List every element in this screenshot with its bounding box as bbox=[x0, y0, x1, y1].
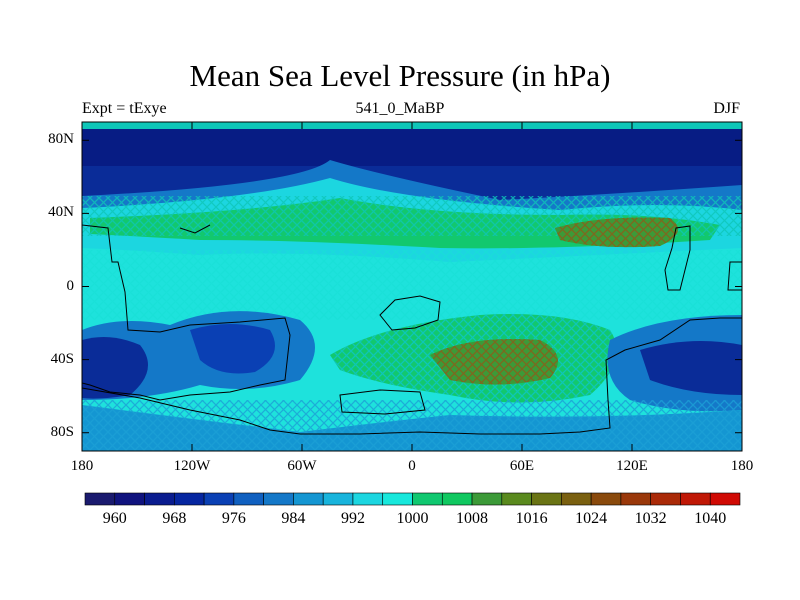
colorbar-swatch bbox=[352, 492, 384, 506]
colorbar-swatch bbox=[382, 492, 413, 506]
colorbar-swatch bbox=[441, 492, 473, 506]
colorbar-swatch bbox=[709, 492, 741, 506]
colorbar-label: 984 bbox=[281, 510, 306, 527]
season-label: DJF bbox=[713, 100, 740, 117]
south-pacific-low-core bbox=[82, 336, 148, 399]
continent-outlines bbox=[82, 224, 742, 435]
colorbar-label: 968 bbox=[162, 510, 187, 527]
colorbar-swatch bbox=[680, 492, 711, 506]
period-label: 541_0_MaBP bbox=[355, 100, 445, 117]
lon-tick-label: 180 bbox=[70, 458, 94, 474]
south-indian-low-core bbox=[640, 341, 742, 395]
lat-tick-label: 80S bbox=[50, 423, 74, 440]
lon-tick-label: 120W bbox=[173, 458, 211, 474]
colorbar-label: 1032 bbox=[634, 510, 667, 527]
lon-tick-label: 60E bbox=[509, 458, 535, 474]
colorbar-swatch bbox=[531, 492, 562, 506]
lat-tick-label: 40S bbox=[50, 350, 74, 367]
colorbar-swatch bbox=[561, 492, 592, 506]
map-title: Mean Sea Level Pressure (in hPa) bbox=[189, 58, 611, 93]
lat-tick-label: 40N bbox=[48, 204, 74, 221]
colorbar-label: 976 bbox=[221, 510, 246, 527]
colorbar-swatch bbox=[650, 492, 681, 506]
colorbar-swatch bbox=[590, 492, 622, 506]
colorbar-label: 1008 bbox=[456, 510, 489, 527]
pressure-field bbox=[82, 122, 742, 451]
longitude-ticks bbox=[81, 122, 743, 451]
colorbar bbox=[84, 492, 741, 506]
colorbar-label: 992 bbox=[340, 510, 365, 527]
colorbar-label: 1000 bbox=[396, 510, 429, 527]
colorbar-swatch bbox=[84, 492, 116, 506]
colorbar-label: 1016 bbox=[515, 510, 548, 527]
colorbar-swatch bbox=[174, 492, 205, 506]
lon-tick-label: 60W bbox=[287, 458, 317, 474]
colorbar-label: 960 bbox=[102, 510, 127, 527]
lon-tick-label: 0 bbox=[408, 458, 416, 474]
south-atlantic-low bbox=[190, 324, 275, 374]
colorbar-label: 1040 bbox=[694, 510, 727, 527]
colorbar-swatch bbox=[114, 492, 145, 506]
colorbar-swatch bbox=[471, 492, 503, 506]
lat-tick-label: 0 bbox=[66, 277, 75, 294]
experiment-label: Expt = tExye bbox=[82, 100, 167, 117]
colorbar-swatch bbox=[203, 492, 235, 506]
lon-tick-label: 180 bbox=[730, 458, 754, 474]
colorbar-swatch bbox=[322, 492, 354, 506]
north-low-core bbox=[82, 122, 742, 166]
colorbar-swatch bbox=[412, 492, 443, 506]
colorbar-swatch bbox=[501, 492, 532, 506]
colorbar-swatch bbox=[233, 492, 264, 506]
lat-tick-label: 80N bbox=[48, 131, 74, 148]
colorbar-swatch bbox=[144, 492, 175, 506]
colorbar-swatch bbox=[620, 492, 651, 506]
colorbar-swatch bbox=[263, 492, 294, 506]
lon-tick-label: 120E bbox=[616, 458, 648, 474]
colorbar-swatch bbox=[293, 492, 324, 506]
colorbar-label: 1024 bbox=[575, 510, 608, 527]
latitude-ticks bbox=[82, 139, 742, 434]
